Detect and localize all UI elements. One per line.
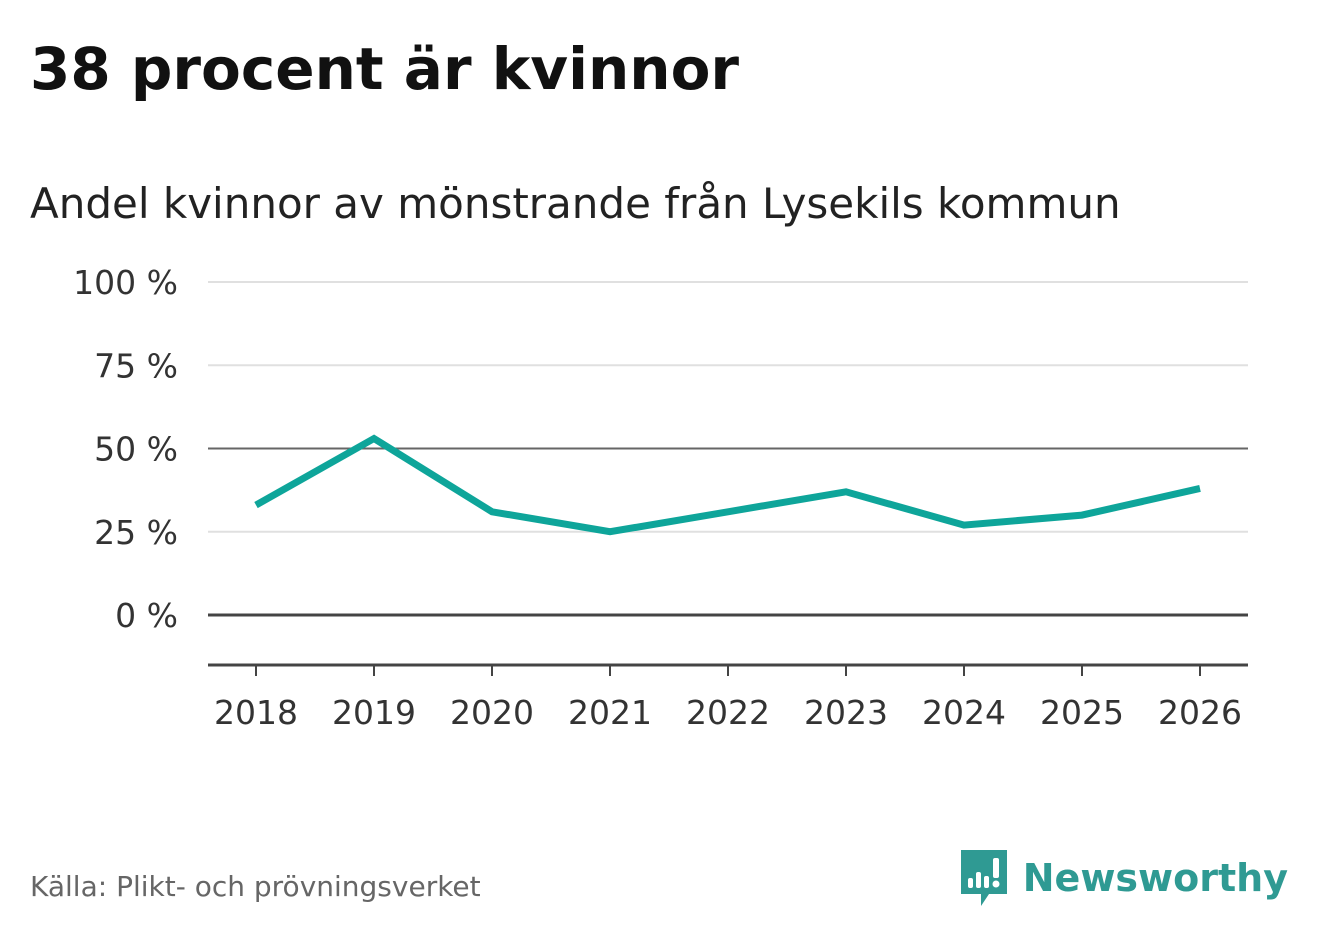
x-tick-label: 2024 [922, 693, 1006, 732]
series-line [254, 434, 1201, 536]
y-tick-label: 0 % [115, 596, 178, 635]
newsworthy-logo-icon [960, 850, 1007, 906]
x-tick-label: 2023 [804, 693, 888, 732]
y-tick-label: 75 % [94, 346, 178, 385]
x-tick-label: 2018 [214, 693, 298, 732]
chart-subtitle: Andel kvinnor av mönstrande från Lysekil… [30, 179, 1121, 228]
y-tick-label: 50 % [94, 430, 178, 469]
x-tick-label: 2021 [568, 693, 652, 732]
x-tick-label: 2022 [686, 693, 770, 732]
x-tick-label: 2026 [1158, 693, 1242, 732]
x-tick-label: 2025 [1040, 693, 1124, 732]
brand-name: Newsworthy [1022, 856, 1288, 900]
chart-title: 38 procent är kvinnor [30, 35, 740, 103]
source-note: Källa: Plikt- och prövningsverket [30, 870, 481, 903]
x-tick-label: 2019 [332, 693, 416, 732]
y-tick-label: 100 % [73, 263, 178, 302]
y-tick-label: 25 % [94, 513, 178, 552]
brand-logo: Newsworthy [959, 848, 1288, 908]
x-tick-label: 2020 [450, 693, 534, 732]
